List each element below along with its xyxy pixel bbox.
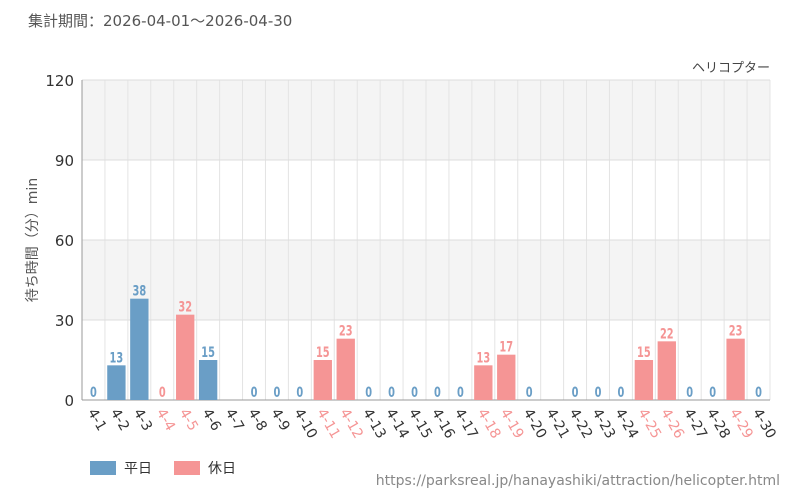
bar (176, 314, 195, 400)
x-tick-label: 4-20 (520, 406, 550, 442)
data-label: 15 (201, 344, 215, 361)
data-label: 0 (686, 384, 693, 401)
x-tick-label: 4-8 (245, 406, 270, 434)
x-tick-label: 4-22 (566, 406, 596, 442)
data-label: 22 (660, 325, 674, 342)
data-label: 0 (365, 384, 372, 401)
legend: 平日 休日 (90, 458, 258, 478)
x-tick-label: 4-5 (176, 406, 201, 434)
data-label: 0 (526, 384, 533, 401)
data-label: 0 (274, 384, 281, 401)
x-tick-label: 4-10 (290, 406, 320, 442)
x-tick-label: 4-27 (680, 406, 710, 442)
bar (107, 365, 126, 400)
data-label: 32 (178, 298, 192, 315)
legend-swatch-weekday (90, 461, 116, 475)
source-url: https://parksreal.jp/hanayashiki/attract… (375, 473, 780, 489)
x-tick-label: 4-25 (634, 406, 664, 442)
y-axis-label: 待ち時間（分）min (25, 178, 41, 302)
bar (313, 360, 332, 400)
x-tick-label: 4-23 (589, 406, 619, 442)
data-label: 0 (709, 384, 716, 401)
x-tick-label: 4-7 (222, 406, 247, 434)
legend-item-weekday: 平日 (90, 458, 152, 478)
x-tick-label: 4-28 (703, 406, 733, 442)
data-label: 23 (729, 322, 743, 339)
x-tick-label: 4-16 (428, 406, 458, 442)
data-label: 0 (90, 384, 97, 401)
y-tick-label: 90 (55, 152, 74, 170)
data-label: 23 (339, 322, 353, 339)
data-label: 15 (316, 344, 330, 361)
y-tick-label: 120 (45, 72, 74, 90)
data-label: 0 (159, 384, 166, 401)
x-tick-label: 4-11 (313, 406, 343, 442)
bar (634, 360, 654, 400)
bar (474, 365, 493, 400)
data-label: 17 (499, 338, 513, 355)
x-tick-label: 4-30 (749, 406, 779, 442)
x-tick-label: 4-3 (130, 406, 155, 434)
data-label: 0 (388, 384, 395, 401)
page-title: 集計期間：2026-04-01～2026-04-30 (28, 12, 293, 30)
bar (497, 354, 516, 400)
bar (130, 298, 149, 400)
x-tick-label: 4-1 (84, 406, 109, 434)
x-tick-label: 4-26 (657, 406, 687, 442)
y-tick-label: 30 (55, 312, 74, 330)
x-tick-label: 4-19 (497, 406, 527, 442)
x-tick-label: 4-6 (199, 406, 224, 434)
x-tick-label: 4-9 (267, 406, 292, 434)
y-tick-label: 60 (55, 232, 74, 250)
legend-label-weekday: 平日 (124, 461, 152, 477)
x-tick-label: 4-17 (451, 406, 481, 442)
x-tick-label: 4-15 (405, 406, 435, 442)
x-tick-label: 4-14 (382, 406, 412, 442)
data-label: 0 (434, 384, 441, 401)
x-tick-label: 4-2 (107, 406, 132, 434)
data-label: 0 (618, 384, 625, 401)
data-label: 0 (296, 384, 303, 401)
data-label: 15 (637, 344, 651, 361)
data-label: 0 (411, 384, 418, 401)
x-tick-label: 4-18 (474, 406, 504, 442)
data-label: 13 (476, 349, 490, 366)
data-label: 13 (110, 349, 124, 366)
x-tick-label: 4-13 (359, 406, 389, 442)
bar (657, 341, 676, 400)
bar (726, 338, 745, 400)
bar (336, 338, 355, 400)
legend-swatch-holiday (174, 461, 200, 475)
data-label: 0 (457, 384, 464, 401)
data-label: 0 (572, 384, 579, 401)
legend-item-holiday: 休日 (174, 458, 236, 478)
x-tick-label: 4-4 (153, 406, 178, 434)
data-label: 0 (595, 384, 602, 401)
x-tick-label: 4-21 (543, 406, 573, 442)
x-tick-label: 4-24 (611, 406, 641, 442)
x-tick-label: 4-12 (336, 406, 366, 442)
x-tick-label: 4-29 (726, 406, 756, 442)
data-label: 38 (132, 282, 146, 299)
legend-label-holiday: 休日 (208, 461, 236, 477)
data-label: 0 (755, 384, 762, 401)
bar (198, 360, 218, 400)
y-tick-label: 0 (64, 392, 74, 410)
chart-title: ヘリコプター (692, 61, 770, 76)
data-label: 0 (251, 384, 258, 401)
